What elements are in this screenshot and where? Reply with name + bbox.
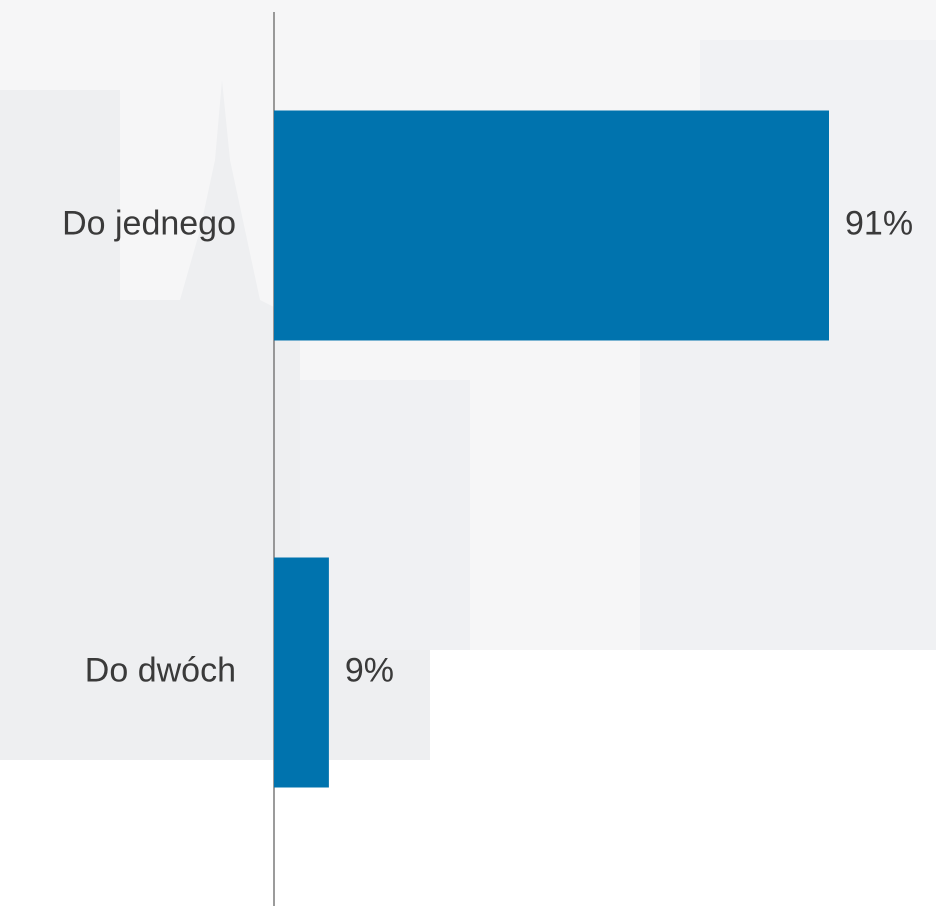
category-label: Do jednego: [62, 204, 236, 242]
category-label: Do dwóch: [85, 651, 236, 689]
value-label: 9%: [345, 651, 394, 689]
bar: [274, 557, 329, 788]
bar: [274, 110, 829, 341]
value-label: 91%: [845, 204, 913, 242]
